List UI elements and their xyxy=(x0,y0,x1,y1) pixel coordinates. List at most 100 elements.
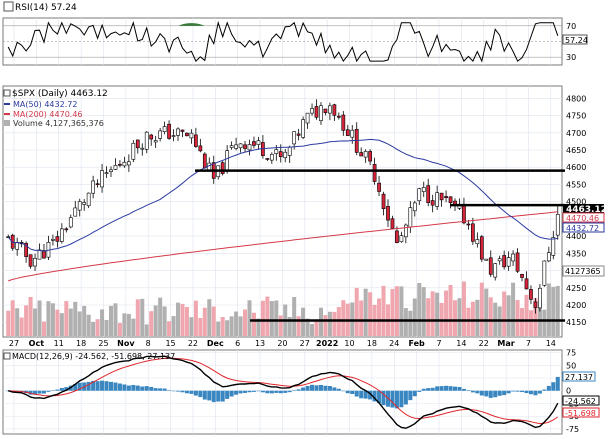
candle-body xyxy=(319,105,323,121)
candle-body xyxy=(426,185,431,203)
macd-histogram-bar xyxy=(390,390,395,408)
candle-body xyxy=(479,236,484,260)
macd-series xyxy=(6,355,560,429)
macd-histogram-bar xyxy=(555,376,560,391)
macd-histogram-bar xyxy=(292,390,297,391)
macd-histogram-bar xyxy=(86,381,91,391)
candle-body xyxy=(368,151,372,162)
macd-histogram-bar xyxy=(211,390,216,403)
macd-histogram-bar xyxy=(515,390,520,392)
candle-body xyxy=(180,129,185,132)
macd-histogram-bar xyxy=(153,388,158,391)
macd-histogram-bar xyxy=(318,384,323,391)
volume-bar xyxy=(555,285,560,336)
candle-body xyxy=(82,202,87,205)
x-tick-label: 22 xyxy=(479,339,489,348)
macd-histogram-bar xyxy=(91,380,96,391)
volume-bar xyxy=(310,323,315,336)
volume-bar xyxy=(46,301,51,336)
rsi-series xyxy=(7,20,559,63)
macd-histogram-bar xyxy=(64,387,69,391)
macd-histogram-bar xyxy=(278,390,283,394)
candle-body xyxy=(118,163,122,166)
volume-bar xyxy=(108,305,114,336)
volume-bar xyxy=(520,307,525,336)
candle-body xyxy=(497,258,502,262)
candle-body xyxy=(555,214,560,236)
macd-histogram-bar xyxy=(247,390,252,393)
macd-histogram-bar xyxy=(533,390,538,396)
macd-histogram-bar xyxy=(336,388,341,391)
macd-histogram-bar xyxy=(368,390,373,400)
candle-body xyxy=(493,263,498,278)
volume-bar xyxy=(323,315,328,336)
volume-bar xyxy=(6,310,11,336)
candle-body xyxy=(471,223,475,242)
price-tick-label: 4250 xyxy=(566,284,586,293)
candle-body xyxy=(546,252,551,262)
volume-bar xyxy=(247,300,252,336)
candle-body xyxy=(104,172,109,174)
candle-body xyxy=(305,112,310,124)
volume-bar xyxy=(444,290,449,336)
support-resistance-lines xyxy=(195,169,565,322)
macd-legend-icon[interactable] xyxy=(3,352,11,360)
candle-body xyxy=(15,242,20,250)
candle-body xyxy=(529,289,533,300)
rsi-toggle-icon[interactable] xyxy=(3,1,14,12)
macd-histogram-bar xyxy=(546,385,551,391)
macd-histogram-bar xyxy=(479,390,484,396)
volume-bar xyxy=(314,320,319,336)
candle-body xyxy=(100,170,104,188)
macd-histogram-bar xyxy=(296,389,301,391)
macd-histogram-bar xyxy=(287,390,292,393)
candle-body xyxy=(64,228,69,231)
macd-histogram-bar xyxy=(108,381,114,391)
macd-histogram-bar xyxy=(158,388,163,391)
macd-histogram-bar xyxy=(426,388,431,391)
candle-body xyxy=(95,183,100,186)
candle-body xyxy=(229,145,234,148)
macd-histogram-bar xyxy=(171,390,176,392)
macd-histogram-bar xyxy=(122,384,127,391)
candle-body xyxy=(86,192,91,207)
candle-body xyxy=(55,236,60,242)
ma200-label: MA(200) 4470.46 xyxy=(13,110,83,119)
ma50-label: MA(50) 4432.72 xyxy=(13,100,77,109)
macd-histogram-bar xyxy=(260,390,265,393)
candle-body xyxy=(42,250,46,259)
rsi-label: RSI(14) 57.24 xyxy=(15,3,77,13)
volume-bar xyxy=(327,311,332,336)
volume-bar xyxy=(260,300,265,336)
volume-bar xyxy=(390,289,395,336)
x-tick-label: 2022 xyxy=(316,339,338,348)
candle-body xyxy=(51,238,55,241)
macd-histogram-bar xyxy=(305,385,310,391)
volume-label: Volume 4,127,365,376 xyxy=(13,119,104,128)
candle-body xyxy=(91,180,95,194)
x-tick-label: Oct xyxy=(29,339,45,348)
macd-histogram-bar xyxy=(131,384,136,391)
candle-body xyxy=(328,105,332,114)
x-tick-label: 15 xyxy=(165,339,175,348)
macd-histogram-bar xyxy=(359,390,364,399)
svg-text:4463.12: 4463.12 xyxy=(566,205,607,215)
macd-histogram-bar xyxy=(484,390,489,397)
candle-body xyxy=(122,161,127,167)
rsi-tick-label: 30 xyxy=(566,53,576,62)
price-legend-icon[interactable] xyxy=(3,89,11,97)
volume-bar xyxy=(533,298,538,336)
ma50-line xyxy=(7,138,558,252)
x-tick-label: 24 xyxy=(389,339,399,348)
volume-bar xyxy=(126,313,131,336)
candle-body xyxy=(162,126,167,132)
candle-body xyxy=(202,153,207,169)
macd-histogram-bar xyxy=(301,387,306,391)
volume-bar xyxy=(479,282,484,336)
candle-body xyxy=(350,129,355,138)
price-tick-label: 4500 xyxy=(566,198,586,207)
x-tick-label: Feb xyxy=(408,339,425,348)
volume-bar xyxy=(24,305,29,336)
macd-histogram-bar xyxy=(33,390,38,395)
x-tick-label: Nov xyxy=(117,339,135,348)
